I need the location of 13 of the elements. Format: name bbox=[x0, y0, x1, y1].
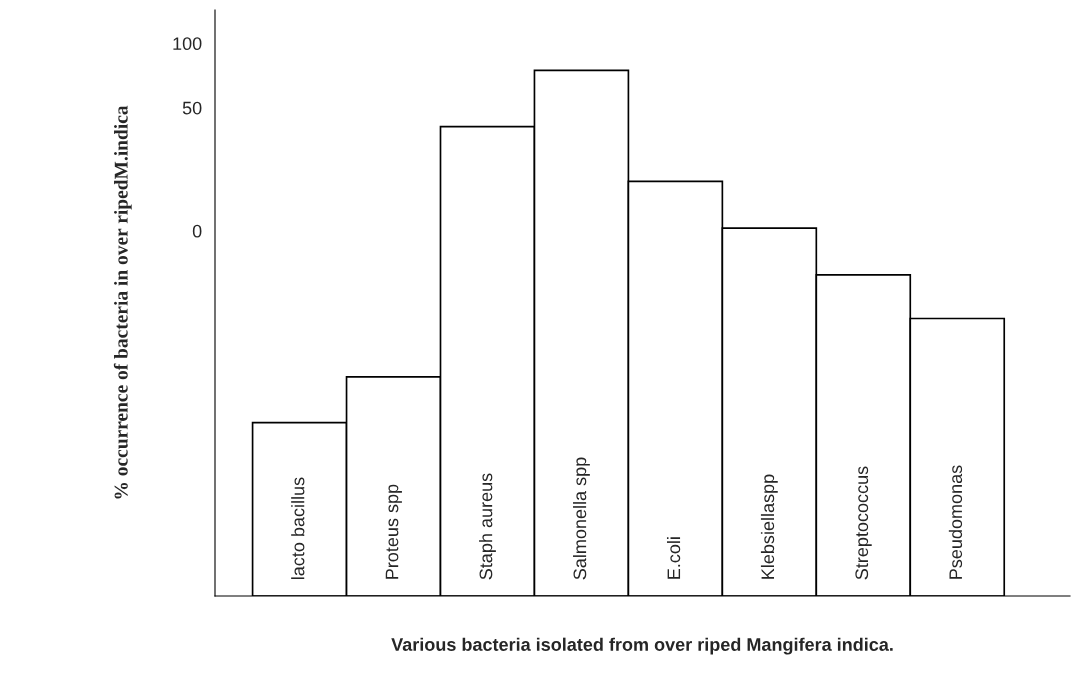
x-tick-label: Salmonella spp bbox=[573, 457, 590, 580]
x-tick-label: Pseudomonas bbox=[948, 465, 963, 579]
x-tick-label: Staph aureus bbox=[479, 473, 496, 580]
y-axis-title: % occurrence of bacteria in over ripedM.indica bbox=[113, 105, 132, 499]
x-axis-title: Various bacteria isolated from over riped Mangifera indica. bbox=[391, 637, 893, 655]
x-tick-label: Proteus spp bbox=[385, 484, 402, 579]
x-tick-label: E.coli bbox=[666, 537, 681, 579]
x-tick-label: Klebsiellaspp bbox=[760, 474, 778, 579]
x-tick-label: lacto bacillus bbox=[291, 477, 305, 580]
text: 100 bbox=[173, 37, 202, 51]
text: 0 bbox=[192, 224, 202, 238]
x-tick-label: Streptococcus bbox=[855, 466, 872, 580]
text: 50 bbox=[182, 101, 202, 115]
